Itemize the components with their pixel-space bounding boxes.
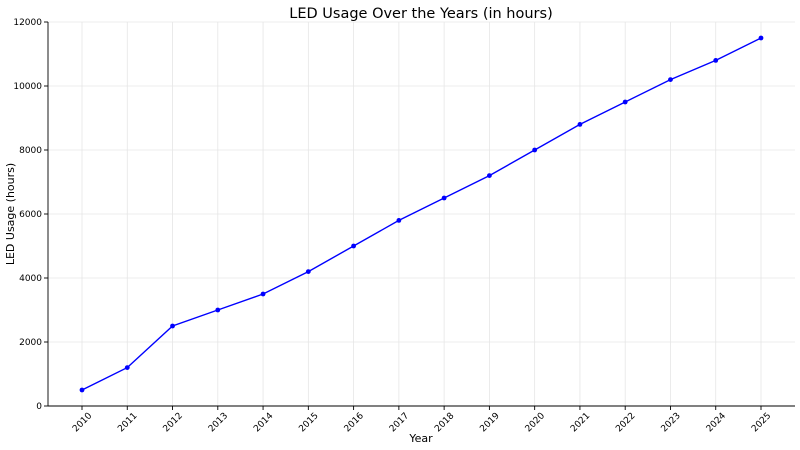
x-tick-label: 2017 <box>388 411 411 434</box>
data-point <box>351 243 356 249</box>
x-tick-label: 2018 <box>433 411 456 434</box>
data-point <box>532 147 538 153</box>
x-tick-label: 2016 <box>343 411 366 434</box>
y-axis-label: LED Usage (hours) <box>4 163 17 265</box>
data-point <box>577 122 583 127</box>
x-tick-label: 2025 <box>750 411 773 434</box>
data-point <box>215 307 221 313</box>
chart-title: LED Usage Over the Years (in hours) <box>289 6 552 22</box>
data-point <box>713 58 719 63</box>
series <box>79 35 764 393</box>
data-point <box>622 99 628 105</box>
x-tick-label: 2019 <box>478 411 501 434</box>
x-tick-label: 2022 <box>614 411 637 434</box>
y-tick-label: 12000 <box>13 18 42 28</box>
x-tick-label: 2020 <box>524 411 547 434</box>
data-point <box>668 77 673 82</box>
data-point <box>441 195 447 201</box>
x-tick-label: 2015 <box>297 411 320 434</box>
x-tick-label: 2011 <box>116 411 139 434</box>
x-axis-label: Year <box>408 432 433 445</box>
series-line <box>81 37 762 391</box>
y-tick-label: 10000 <box>13 82 42 92</box>
x-tick-label: 2013 <box>207 411 230 434</box>
y-tick-label: 6000 <box>19 210 42 220</box>
y-tick-label: 8000 <box>19 146 42 156</box>
x-tick-label: 2023 <box>660 411 683 434</box>
y-tick-label: 0 <box>36 402 42 412</box>
data-point <box>305 269 311 274</box>
data-point <box>124 365 130 370</box>
y-tick-label: 2000 <box>19 338 42 348</box>
data-point <box>758 35 764 41</box>
x-tick-label: 2014 <box>252 411 275 434</box>
grid <box>48 21 795 407</box>
y-tick-label: 4000 <box>19 274 42 284</box>
data-point <box>396 218 402 223</box>
data-point <box>79 387 85 393</box>
x-tick-label: 2010 <box>71 411 94 434</box>
data-point <box>260 291 266 297</box>
x-tick-label: 2024 <box>705 411 728 434</box>
data-point <box>170 323 175 329</box>
data-point <box>487 173 492 179</box>
x-tick-label: 2012 <box>162 411 185 434</box>
x-tick-label: 2021 <box>569 411 592 434</box>
